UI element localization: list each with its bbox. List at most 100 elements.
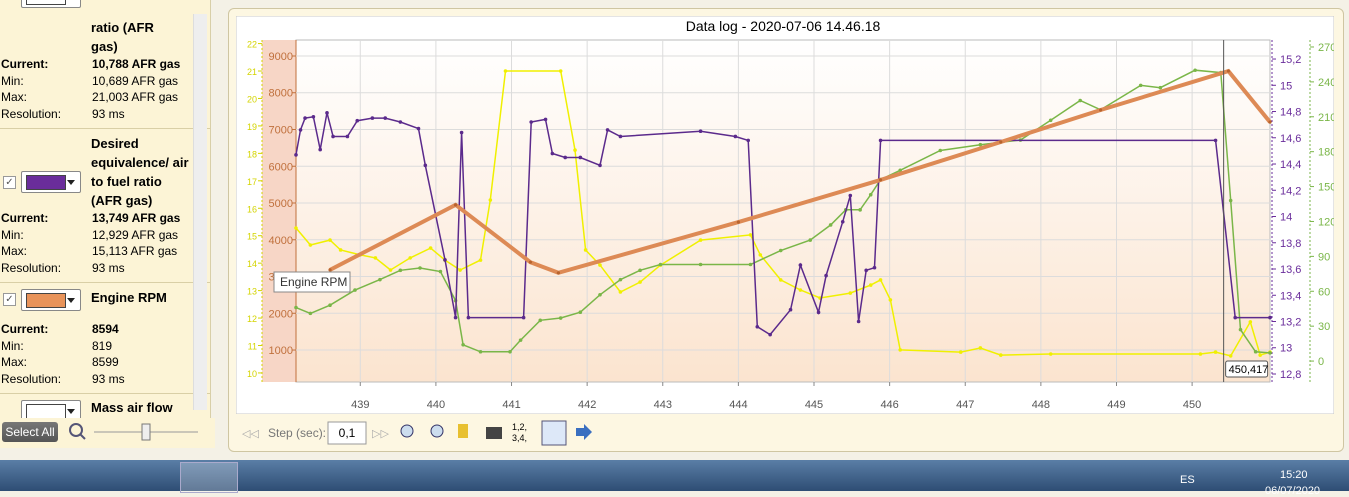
channel-name: Engine RPM (91, 290, 167, 305)
value: 10,689 AFR gas (92, 73, 179, 88)
y-tick-label: 8000 (269, 88, 293, 100)
data-point (294, 153, 298, 157)
data-point (618, 277, 623, 282)
data-point (1258, 353, 1262, 357)
data-point (698, 262, 703, 267)
data-point (816, 310, 821, 315)
data-point (1238, 327, 1243, 332)
data-point (768, 332, 772, 337)
channel-name: Mass air flow (91, 400, 173, 415)
svg-text:◁◁: ◁◁ (242, 428, 259, 440)
data-point (1138, 83, 1143, 88)
data-point (658, 262, 663, 267)
clock-date[interactable]: 06/07/2020 (1265, 485, 1321, 497)
data-point (1213, 350, 1218, 354)
step-value[interactable]: 0,1 (339, 426, 356, 440)
data-point (733, 134, 738, 139)
series-line (295, 70, 1271, 357)
data-point (978, 346, 983, 350)
tooltip-box (273, 271, 351, 293)
checkbox[interactable]: ✓ (3, 293, 16, 306)
label: Current: (1, 57, 49, 71)
y-tick-label: 14 (1280, 212, 1292, 224)
data-point (755, 324, 760, 329)
zoom-out[interactable] (430, 424, 444, 438)
select-all-button[interactable]: Select All (2, 422, 58, 442)
camera[interactable] (486, 427, 502, 439)
data-point (478, 349, 483, 354)
clear[interactable] (458, 424, 468, 438)
y-tick-label: 10 (247, 369, 257, 379)
y-tick-label: 15 (1280, 80, 1292, 92)
language[interactable]: ES (1180, 474, 1195, 486)
y-tick-label: 13,4 (1280, 290, 1301, 302)
y-tick-label: 20 (247, 94, 257, 104)
value: 819 (92, 338, 113, 353)
data-point (418, 266, 422, 270)
clock-time[interactable]: 15:20 (1280, 469, 1308, 481)
data-point (1226, 69, 1231, 73)
data-point (345, 134, 350, 139)
data-point (878, 138, 883, 143)
stats: Current: 8594 Min: 819 Max: 8599 Resolution… (0, 321, 210, 387)
data-point (328, 268, 332, 272)
data-point (978, 142, 983, 147)
chart: Data log - 2020-07-06 14.46.18 10 11 12 13 1… (236, 16, 1334, 414)
data-point (528, 260, 533, 264)
data-point (428, 246, 433, 250)
chart-title: Data log - 2020-07-06 14.46.18 (686, 18, 881, 34)
data-point (583, 248, 588, 252)
data-point (938, 148, 943, 153)
y-tick-label: 150 (1318, 182, 1334, 194)
data-point (698, 129, 703, 134)
cursor-label: 450,417 (1229, 364, 1269, 376)
data-point (408, 256, 412, 260)
channel: ratio (AFR gas) Current: 10,788 AFR gas M… (0, 0, 210, 129)
zoom-in[interactable] (400, 424, 414, 438)
y-tick-label: 5000 (269, 198, 293, 210)
data-point (848, 193, 853, 198)
step-input[interactable] (327, 421, 367, 445)
data-point (828, 223, 833, 227)
data-point (518, 338, 523, 342)
color-swatch[interactable] (21, 400, 81, 422)
grid-layout[interactable]: 1,2, (512, 422, 527, 432)
data-point (558, 316, 563, 320)
label: Min: (1, 73, 24, 88)
color-swatch[interactable] (21, 0, 81, 8)
y-tick-label: 4000 (269, 235, 293, 247)
data-point (618, 134, 623, 139)
data-point (1268, 120, 1272, 124)
data-point (303, 116, 307, 120)
x-tick-label: 449 (1107, 399, 1125, 411)
data-point (558, 69, 563, 73)
data-point (294, 305, 298, 310)
data-point (466, 315, 471, 320)
color-swatch[interactable] (21, 289, 81, 311)
data-point (556, 271, 561, 275)
data-point (618, 290, 623, 294)
y-tick-label: 15,2 (1280, 54, 1301, 66)
data-point (1213, 138, 1218, 143)
data-point (888, 298, 893, 302)
data-point (598, 263, 602, 267)
grid-layout[interactable]: 3,4, (512, 433, 527, 443)
color-swatch[interactable] (21, 171, 81, 193)
checkbox[interactable]: ✓ (3, 176, 16, 189)
data-point (788, 307, 793, 312)
data-point (308, 311, 313, 316)
data-point (503, 69, 508, 73)
y-tick-label: 11 (248, 341, 257, 351)
axis-button[interactable] (541, 420, 567, 446)
data-point (999, 140, 1003, 144)
data-point (578, 310, 583, 315)
y-tick-label: 60 (1318, 286, 1330, 298)
data-point (868, 283, 873, 287)
scrollbar[interactable] (193, 14, 207, 410)
data-point (478, 258, 483, 262)
export[interactable] (576, 424, 592, 440)
zoom-slider[interactable] (64, 418, 204, 448)
data-point (383, 116, 388, 120)
y-tick-label: 14,4 (1280, 159, 1301, 171)
